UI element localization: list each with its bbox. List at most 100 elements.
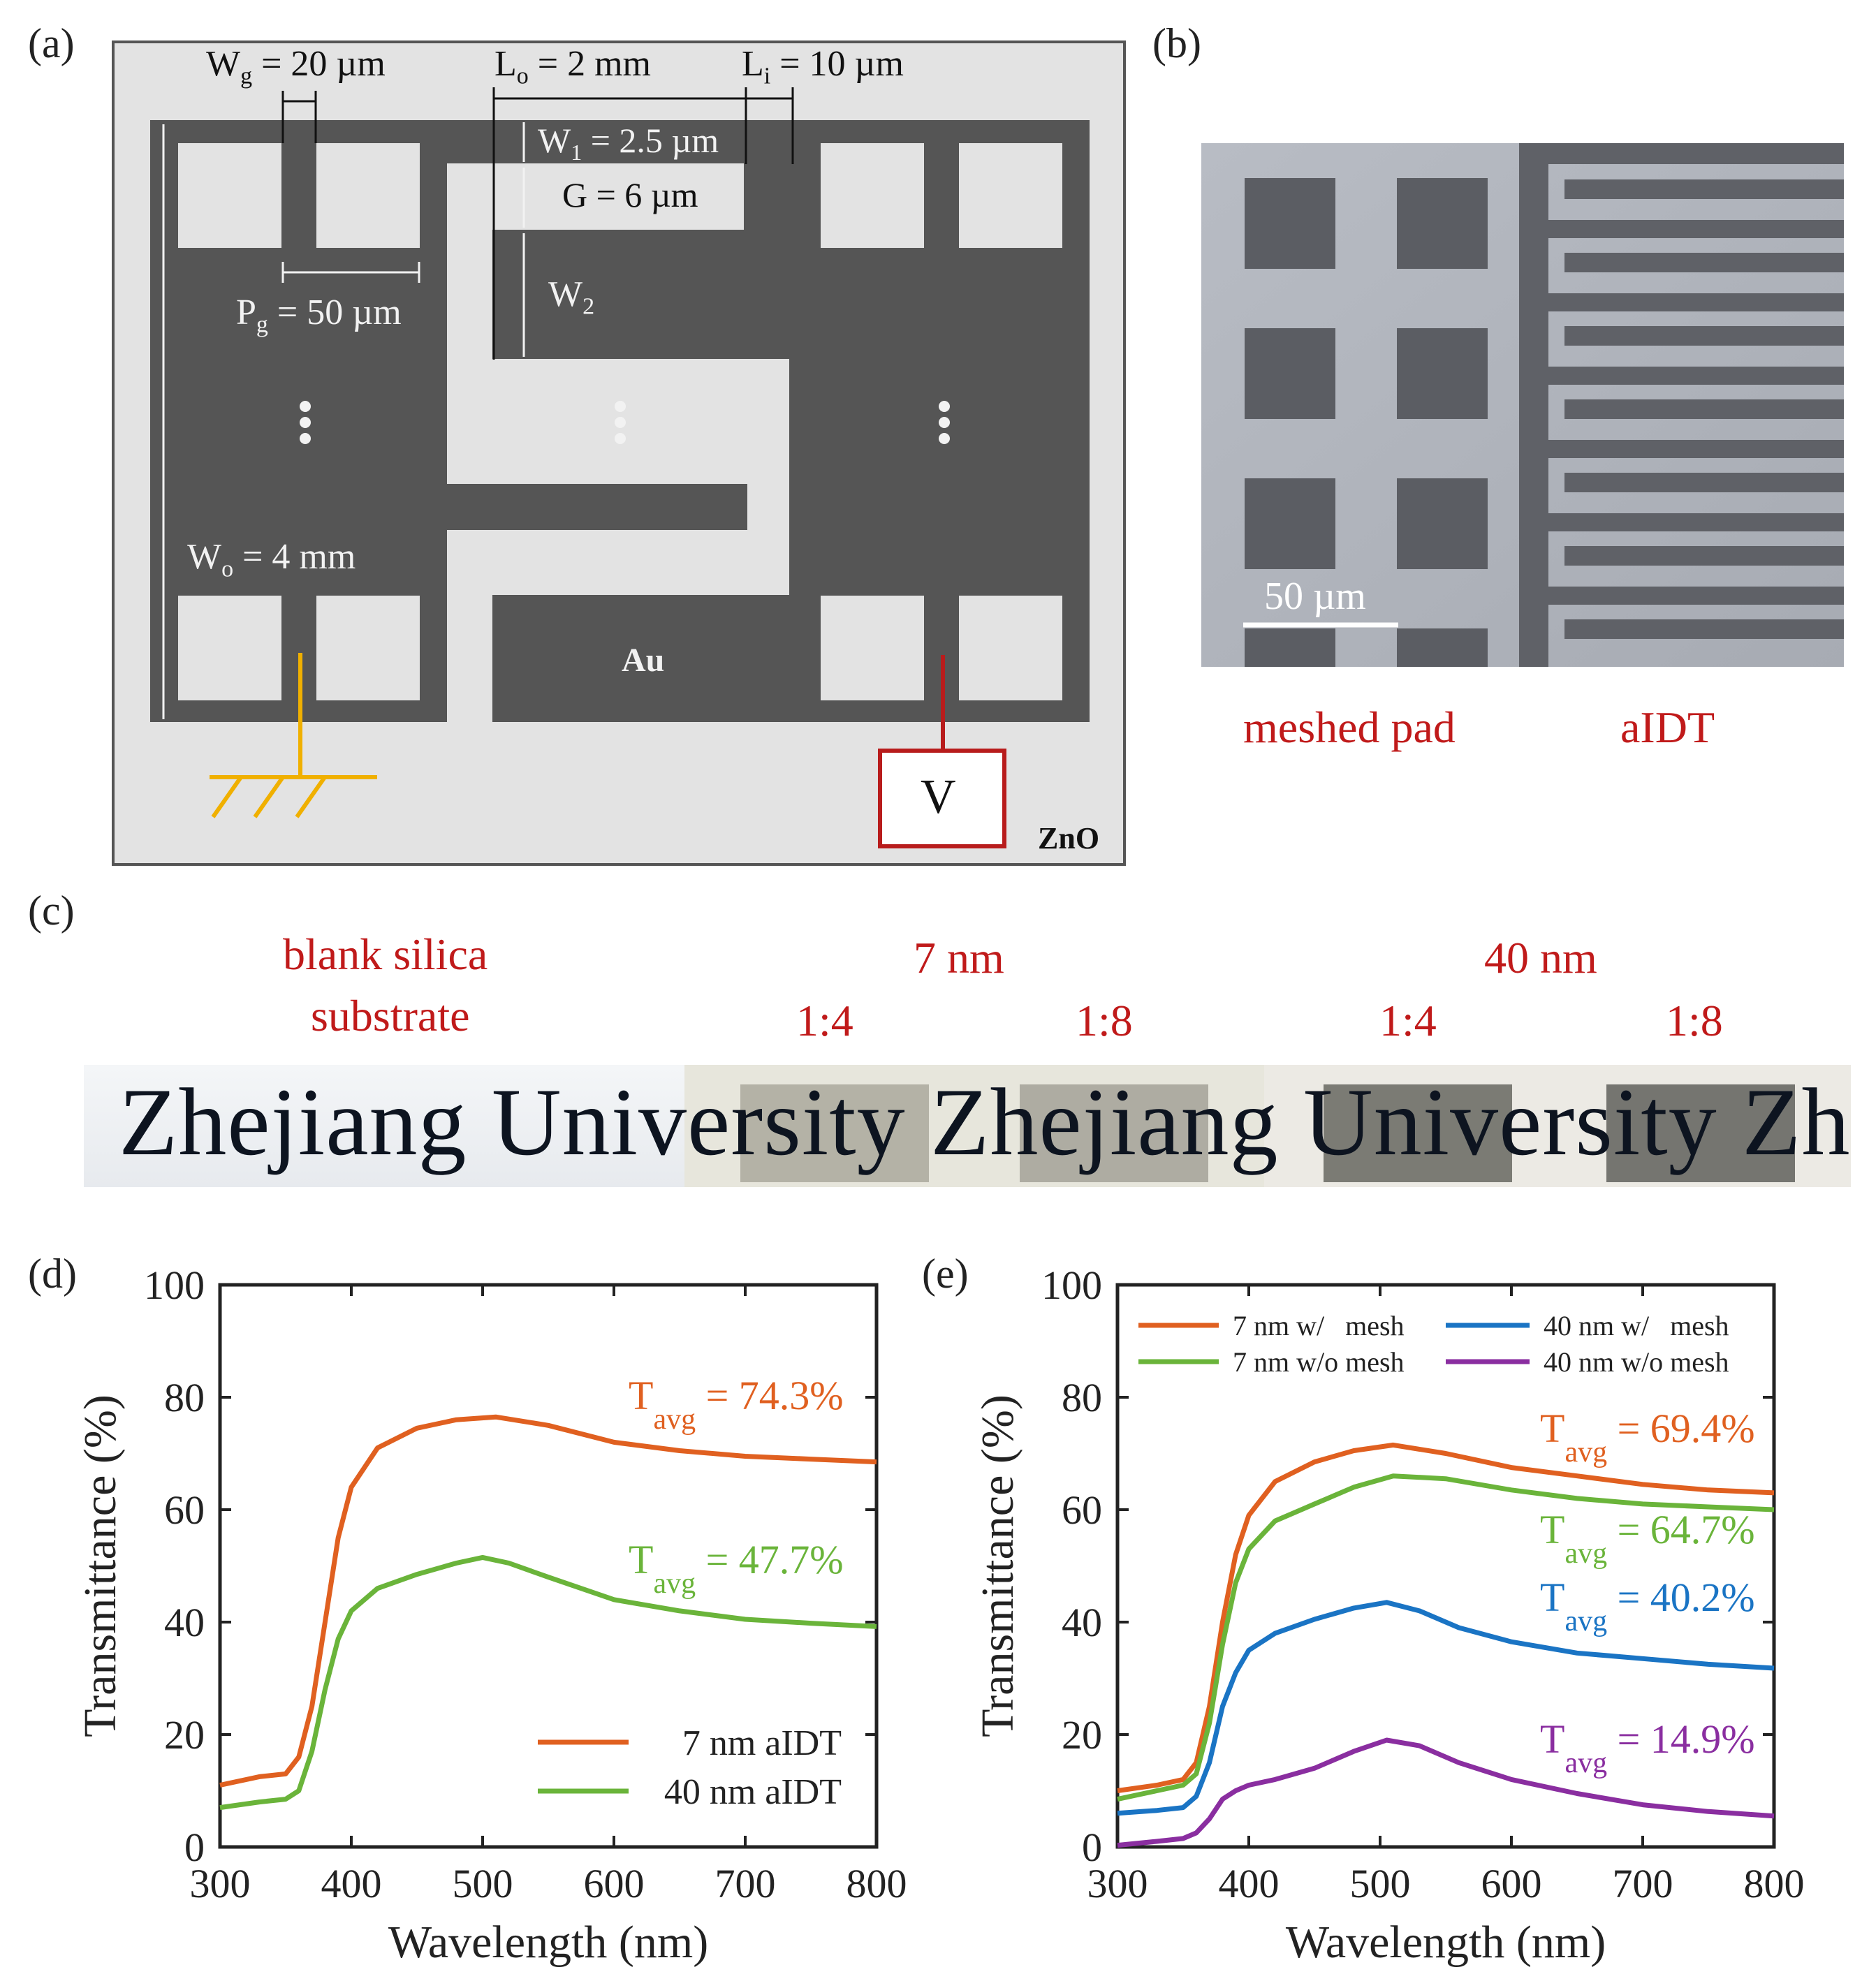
photo-text: Zhejiang University Zhejiang University … — [119, 1068, 1851, 1175]
series-line-1 — [219, 1554, 877, 1811]
y-tick-label: 20 — [164, 1712, 205, 1758]
x-tick-label: 400 — [1219, 1861, 1280, 1906]
y-tick-label: 0 — [1082, 1825, 1102, 1870]
y-axis-label: Transmittance (%) — [972, 1394, 1023, 1737]
y-tick-label: 0 — [184, 1825, 205, 1870]
panel-a-schematic — [112, 41, 1126, 866]
tavg-value: = 69.4% — [1607, 1406, 1755, 1451]
plot-frame — [1115, 1283, 1776, 1849]
ratio-40nm-1-8: 1:8 — [1666, 996, 1723, 1045]
meshed-pad-caption: meshed pad — [1243, 702, 1456, 752]
y-tick-label: 60 — [1062, 1487, 1102, 1533]
ratio-7nm-1-4: 1:4 — [796, 996, 853, 1045]
mesh-hole — [821, 143, 924, 248]
y-tick-label: 40 — [164, 1600, 205, 1645]
tavg-annotation-1: Tavg = 47.7% — [629, 1537, 844, 1600]
x-tick-label: 800 — [846, 1861, 907, 1906]
tavg-main: T — [1540, 1507, 1564, 1552]
series-line-0 — [219, 1414, 877, 1788]
tavg-sub: avg — [1564, 1747, 1607, 1779]
mesh-hole — [959, 143, 1062, 248]
panel-c-tag: (c) — [28, 888, 75, 934]
lo-label: Lo = 2 mm — [494, 44, 651, 89]
x-tick-label: 700 — [1613, 1861, 1673, 1906]
chart-e: 300 400 500 600 700 800 0 20 40 60 80 100 Wavelength… — [972, 1262, 1805, 1968]
x-tick-label: 600 — [1481, 1861, 1542, 1906]
x-tick-label: 400 — [321, 1861, 382, 1906]
top-finger-ext — [744, 163, 793, 230]
bottom-bus — [492, 595, 793, 722]
legend-label-2: 40 nm w/ mesh — [1544, 1310, 1729, 1341]
tavg-value: = 64.7% — [1607, 1507, 1755, 1552]
panel-d-tag: (d) — [28, 1251, 77, 1297]
w1-label: W1 = 2.5 µm — [538, 121, 719, 165]
tavg-annotation-0: Tavg = 69.4% — [1540, 1406, 1755, 1468]
plot-frame — [218, 1283, 879, 1849]
mesh-hole — [316, 596, 420, 700]
g-label: G = 6 µm — [562, 175, 698, 214]
li-label: Li = 10 µm — [742, 44, 904, 89]
x-tick-label: 500 — [1350, 1861, 1411, 1906]
tavg-main: T — [1540, 1406, 1564, 1451]
tavg-main: T — [629, 1537, 653, 1582]
aidt-caption: aIDT — [1620, 702, 1715, 752]
tavg-sub: avg — [1564, 1436, 1607, 1468]
series-line-0 — [1117, 1442, 1775, 1793]
mesh-hole — [821, 596, 924, 700]
tavg-value: = 40.2% — [1607, 1575, 1755, 1620]
y-tick-label: 100 — [144, 1262, 205, 1308]
film-40nm-1-8 — [1606, 1084, 1795, 1182]
y-axis-label: Transmittance (%) — [75, 1394, 126, 1737]
y-tick-label: 40 — [1062, 1600, 1102, 1645]
ellipsis-dots — [300, 401, 950, 444]
tavg-value: = 14.9% — [1607, 1716, 1755, 1762]
film-7nm-1-4 — [740, 1084, 929, 1182]
tavg-main: T — [1540, 1716, 1564, 1762]
scalebar-label: 50 µm — [1264, 575, 1366, 618]
legend-label-0: 7 nm w/ mesh — [1233, 1310, 1405, 1341]
legend-label-1: 7 nm w/o mesh — [1233, 1346, 1405, 1378]
series-line-1 — [1117, 1473, 1775, 1802]
mesh-hole — [316, 143, 420, 248]
y-tick-label: 20 — [1062, 1712, 1102, 1758]
panel-b-tag: (b) — [1152, 20, 1201, 66]
mesh-hole — [178, 143, 281, 248]
x-tick-label: 300 — [190, 1861, 251, 1906]
tavg-value: = 47.7% — [696, 1537, 844, 1582]
film-40nm-1-4 — [1324, 1084, 1512, 1182]
series-line-3 — [1117, 1737, 1775, 1848]
tavg-main: T — [629, 1373, 653, 1418]
tavg-sub: avg — [1564, 1538, 1607, 1570]
pg-label: Pg = 50 µm — [236, 293, 402, 338]
zno-label: ZnO — [1038, 821, 1100, 855]
transparency-photo: Zhejiang University Zhejiang University … — [84, 1065, 1851, 1187]
top-bus — [447, 120, 793, 163]
au-label: Au — [622, 642, 665, 679]
mesh-hole — [959, 596, 1062, 700]
legend-label-0: 7 nm aIDT — [682, 1723, 842, 1763]
wo-label: Wo = 4 mm — [187, 537, 356, 582]
panel-b-micrograph — [1201, 143, 1844, 667]
x-tick-label: 700 — [715, 1861, 776, 1906]
tavg-sub: avg — [653, 1404, 696, 1436]
ground-symbol — [210, 653, 377, 818]
blank-substrate-label2: substrate — [311, 991, 470, 1040]
x-axis-label: Wavelength (nm) — [1286, 1917, 1606, 1968]
tavg-sub: avg — [653, 1568, 696, 1600]
x-tick-label: 500 — [453, 1861, 513, 1906]
x-tick-label: 600 — [584, 1861, 645, 1906]
tavg-annotation-2: Tavg = 40.2% — [1540, 1575, 1755, 1637]
y-tick-label: 80 — [164, 1375, 205, 1420]
ratio-7nm-1-8: 1:8 — [1076, 996, 1133, 1045]
group-7nm: 7 nm — [914, 933, 1004, 982]
tavg-annotation-1: Tavg = 64.7% — [1540, 1507, 1755, 1570]
tavg-value: = 74.3% — [696, 1373, 844, 1418]
film-7nm-1-8 — [1020, 1084, 1208, 1182]
panel-e-tag: (e) — [922, 1251, 969, 1297]
y-tick-label: 80 — [1062, 1375, 1102, 1420]
x-axis-label: Wavelength (nm) — [388, 1917, 708, 1968]
legend-label-3: 40 nm w/o mesh — [1544, 1346, 1729, 1378]
mesh-hole — [178, 596, 281, 700]
blank-substrate-label1: blank silica — [283, 929, 488, 979]
tavg-annotation-0: Tavg = 74.3% — [629, 1373, 844, 1436]
